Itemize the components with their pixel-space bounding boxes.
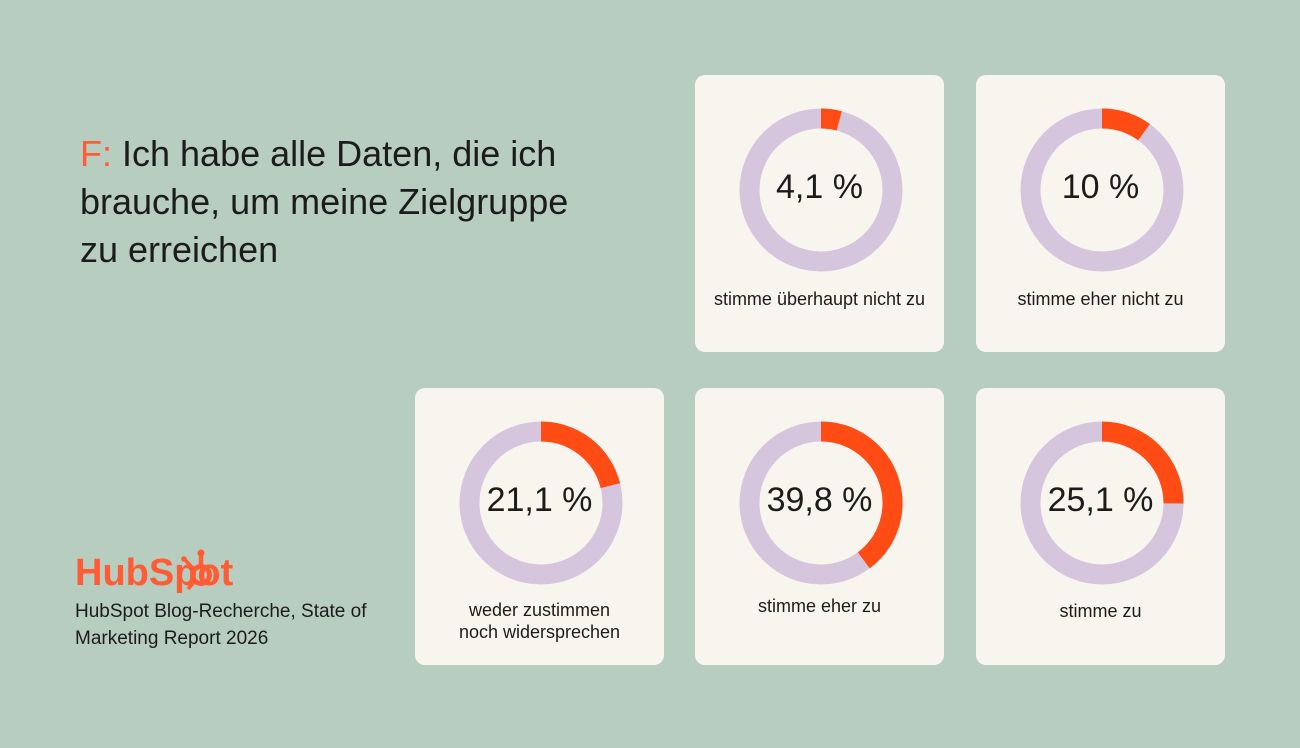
category-label-3: weder zustimmen noch widersprechen — [458, 600, 621, 642]
question-text: Ich habe alle Daten, die ich brauche, um… — [80, 133, 569, 270]
category-label-4: stimme eher zu — [757, 596, 882, 616]
donut-slice-5 — [1101, 421, 1184, 504]
category-label-5: stimme zu — [1059, 601, 1142, 621]
hubspot-sprocket-icon — [181, 549, 212, 591]
donut-chart-5 — [1020, 421, 1184, 585]
data-label-4: 39,8 % — [766, 481, 873, 519]
category-label-2: stimme eher nicht zu — [1017, 289, 1184, 309]
source-note: HubSpot Blog-Recherche, State of Marketi… — [75, 601, 367, 649]
donut-card-3: 21,1 % weder zustimmen noch widerspreche… — [415, 388, 664, 665]
donut-chart-3 — [459, 421, 623, 585]
donut-chart-2 — [1020, 108, 1184, 272]
donut-chart-1 — [739, 108, 903, 272]
donut-card-5: 25,1 % stimme zu — [976, 388, 1225, 665]
donut-chart-4 — [739, 421, 903, 585]
question-prefix: F: — [80, 133, 112, 174]
donut-slice-3 — [540, 421, 621, 489]
donut-slice-1 — [820, 108, 842, 131]
donut-card-4: 39,8 % stimme eher zu — [695, 388, 944, 665]
data-label-2: 10 % — [1061, 168, 1140, 206]
donut-card-1: 4,1 % stimme überhaupt nicht zu — [695, 75, 944, 352]
data-label-3: 21,1 % — [486, 481, 593, 519]
data-label-1: 4,1 % — [776, 168, 863, 206]
chart-title: F: Ich habe alle Daten, die ich brauche,… — [80, 130, 600, 274]
hubspot-logo: HubSpot — [75, 549, 234, 593]
donut-slice-2 — [1101, 108, 1150, 141]
donut-card-2: 10 % stimme eher nicht zu — [976, 75, 1225, 352]
data-label-5: 25,1 % — [1047, 481, 1154, 519]
category-label-1: stimme überhaupt nicht zu — [713, 289, 926, 309]
donut-slice-4 — [820, 421, 903, 569]
